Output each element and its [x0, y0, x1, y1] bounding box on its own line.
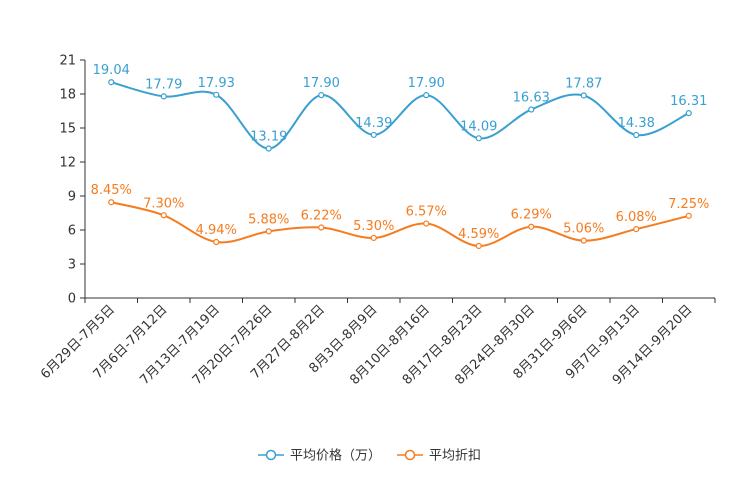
data-label: 6.57% — [406, 205, 447, 220]
data-label: 17.87 — [565, 76, 602, 91]
legend-marker-icon — [265, 449, 277, 461]
data-point[interactable] — [265, 145, 272, 152]
data-label: 17.79 — [145, 77, 182, 92]
data-point[interactable] — [685, 110, 692, 117]
y-tick-label: 3 — [68, 258, 76, 273]
data-label: 6.08% — [616, 210, 657, 225]
data-label: 16.63 — [513, 91, 550, 106]
data-label: 17.93 — [198, 76, 235, 91]
data-label: 14.38 — [618, 116, 655, 131]
series-layer: 19.04 17.79 17.93 13.19 17.90 14.39 17.90 14.09… — [91, 63, 709, 250]
data-label: 13.19 — [250, 130, 287, 145]
data-point[interactable] — [265, 228, 272, 235]
data-label: 7.30% — [143, 196, 184, 211]
data-label: 14.39 — [355, 116, 392, 131]
data-point[interactable] — [475, 135, 482, 142]
data-point[interactable] — [318, 224, 325, 231]
data-label: 6.22% — [301, 209, 342, 224]
y-tick-label: 21 — [59, 54, 76, 69]
data-point[interactable] — [633, 225, 640, 233]
legend-item-2[interactable]: 平均折扣 — [397, 449, 481, 464]
data-point[interactable] — [213, 91, 220, 98]
legend-label: 平均折扣 — [429, 449, 481, 464]
data-label: 17.90 — [303, 76, 340, 91]
data-point[interactable] — [475, 242, 482, 250]
data-point[interactable] — [580, 92, 587, 99]
legend-label: 平均价格（万） — [290, 448, 381, 464]
data-point[interactable] — [160, 212, 167, 219]
data-label: 5.06% — [563, 222, 604, 237]
y-tick-label: 15 — [59, 122, 76, 137]
series-2: 8.45% 7.30% 4.94% 5.88% 6.22% 5.30% 6.57% 4.59%… — [91, 183, 709, 250]
y-tick-label: 12 — [59, 156, 76, 171]
data-point[interactable] — [370, 131, 377, 139]
data-point[interactable] — [528, 223, 535, 230]
series-1: 19.04 17.79 17.93 13.19 17.90 14.39 17.90 14.09… — [93, 63, 707, 152]
data-point[interactable] — [160, 93, 167, 100]
y-tick-label: 18 — [59, 88, 76, 103]
data-point[interactable] — [370, 234, 377, 242]
data-label: 5.30% — [353, 219, 394, 234]
data-point[interactable] — [528, 106, 535, 113]
data-label: 4.59% — [458, 227, 499, 242]
data-point[interactable] — [423, 92, 430, 99]
y-tick-label: 6 — [68, 224, 76, 239]
legend[interactable]: 平均价格（万） 平均折扣 — [258, 448, 481, 464]
data-point[interactable] — [580, 237, 587, 244]
data-label: 17.90 — [408, 76, 445, 91]
data-label: 14.09 — [460, 119, 497, 134]
data-point[interactable] — [423, 220, 430, 227]
data-label: 8.45% — [91, 183, 132, 198]
series-line-2 — [111, 201, 689, 247]
y-tick-label: 9 — [68, 190, 76, 205]
data-point[interactable] — [685, 212, 692, 219]
data-point[interactable] — [108, 79, 115, 86]
data-label: 16.31 — [670, 94, 707, 109]
y-tick-label: 0 — [68, 292, 76, 307]
series-line-1 — [110, 81, 690, 150]
data-point[interactable] — [633, 131, 640, 139]
data-label: 6.29% — [511, 208, 552, 223]
legend-marker-icon — [404, 449, 416, 461]
data-label: 19.04 — [93, 63, 130, 78]
data-label: 5.88% — [248, 212, 289, 227]
legend-item-1[interactable]: 平均价格（万） — [258, 448, 381, 464]
data-point[interactable] — [318, 92, 325, 99]
data-label: 7.25% — [668, 197, 709, 212]
data-point[interactable] — [213, 238, 220, 246]
data-label: 4.94% — [196, 223, 237, 238]
data-point[interactable] — [108, 199, 115, 206]
